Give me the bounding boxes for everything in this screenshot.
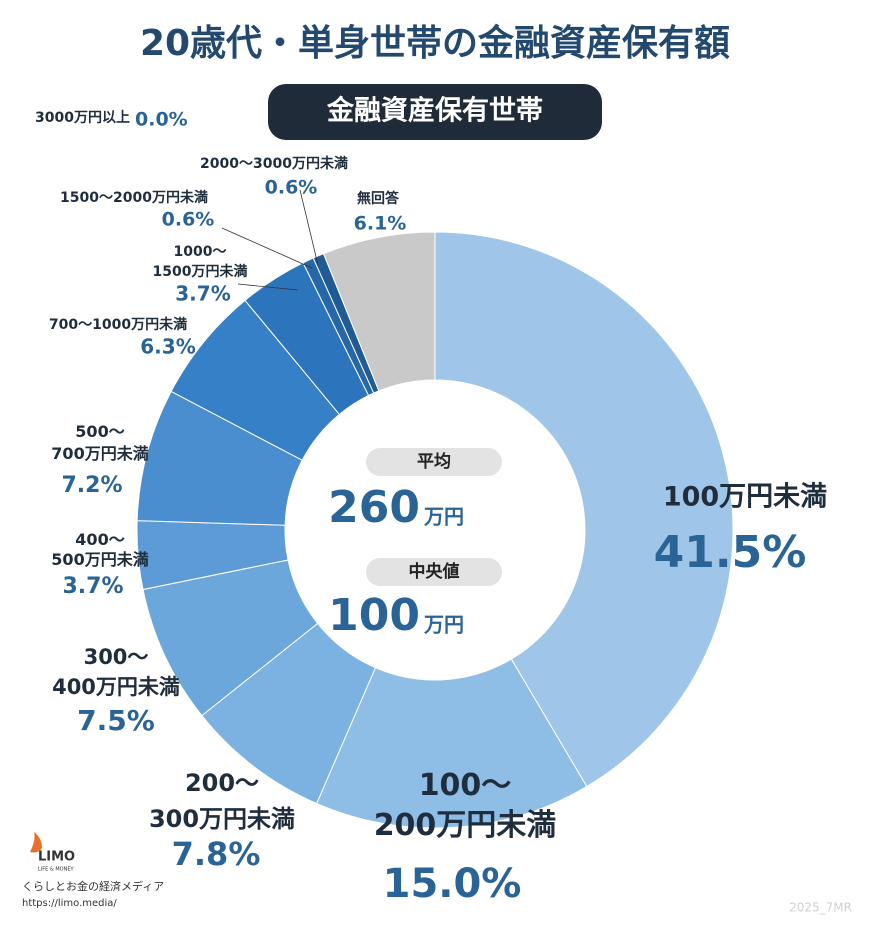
slice	[315, 658, 588, 829]
leader-line	[221, 227, 313, 269]
logo: LIMO	[38, 850, 75, 865]
leader-line	[299, 189, 319, 266]
chart-subtitle: 金融資産保有世帯	[326, 95, 543, 127]
center-unit: 万円	[423, 613, 464, 637]
value-label: 3.7%	[175, 282, 230, 306]
category-label: 2000～3000万円未満	[200, 155, 348, 172]
donut	[136, 231, 734, 829]
subtitle-badge	[268, 84, 602, 140]
value-label: 7.8%	[172, 835, 261, 873]
category-label: 100～ 200万円未満	[374, 768, 557, 843]
url: https://limo.media/	[22, 898, 117, 909]
value-label: 6.3%	[140, 335, 195, 359]
category-label: 700～1000万円未満	[49, 316, 187, 333]
value-label: 0.6%	[265, 177, 318, 199]
value-label: 0.6%	[162, 209, 215, 231]
category-label: 500～ 700万円未満	[51, 422, 148, 463]
logo-icon	[30, 832, 42, 853]
slice	[434, 231, 734, 788]
value-label: 0.0%	[135, 109, 188, 131]
category-label: 無回答	[357, 190, 400, 207]
center-label: 中央値	[409, 561, 460, 582]
value-label: 41.5%	[654, 527, 807, 578]
category-label: 1000～ 1500万円未満	[153, 244, 248, 280]
value-label: 7.5%	[77, 704, 155, 737]
code: 2025_7MR	[789, 901, 852, 915]
category-label: 100万円未満	[663, 482, 827, 513]
value-label: 7.2%	[61, 473, 122, 498]
center-pill	[366, 558, 502, 586]
value-label: 15.0%	[383, 861, 522, 907]
category-label: 3000万円以上	[35, 110, 130, 126]
center-pill	[366, 448, 502, 476]
value-label: 6.1%	[354, 213, 407, 235]
center-unit: 万円	[423, 505, 464, 529]
tagline: くらしとお金の経済メディア	[22, 879, 164, 893]
category-label: 300～ 400万円未満	[52, 645, 180, 699]
logo-sub: LIFE & MONEY	[38, 867, 75, 873]
value-label: 3.7%	[62, 574, 123, 599]
category-label: 400～ 500万円未満	[51, 530, 148, 569]
chart-title: 20歳代・単身世帯の金融資産保有額	[140, 22, 730, 64]
center-value: 260	[328, 482, 420, 533]
category-label: 1500～2000万円未満	[60, 189, 208, 206]
category-label: 200～ 300万円未満	[149, 769, 295, 833]
slice	[322, 231, 436, 392]
center-value: 100	[328, 590, 420, 641]
center-label: 平均	[417, 451, 451, 472]
leader-line	[237, 283, 299, 291]
